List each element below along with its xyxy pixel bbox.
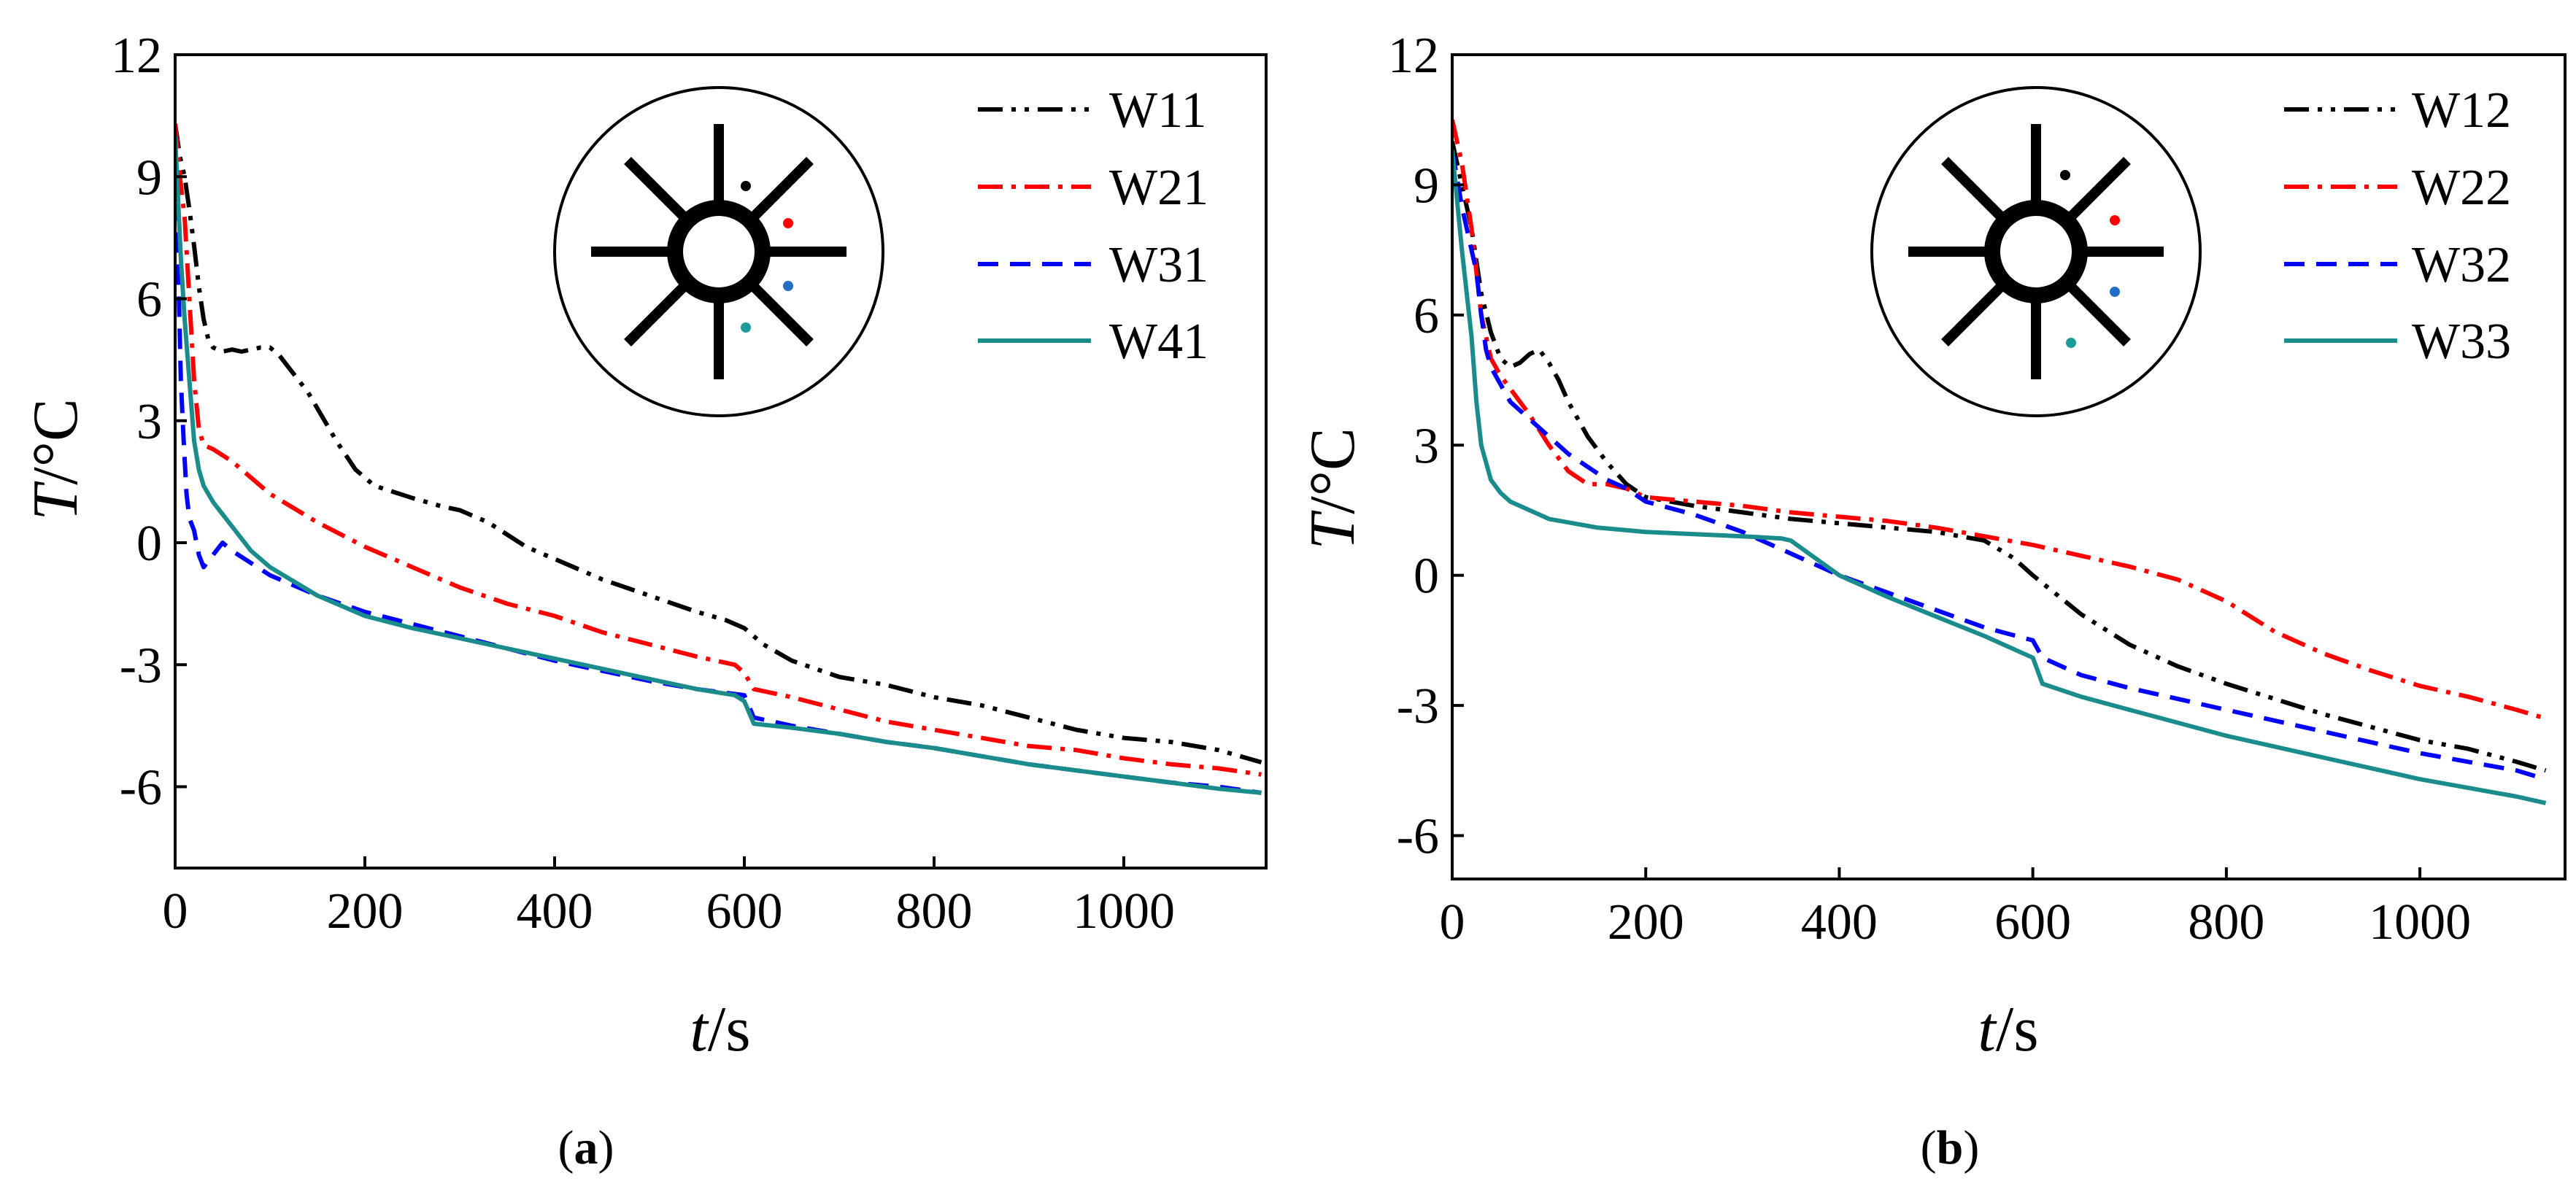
panel-caption-a: (a) bbox=[558, 1121, 614, 1174]
series-line-W21 bbox=[175, 123, 1262, 777]
inset-fins bbox=[591, 124, 847, 379]
x-axis-label: t/s bbox=[1978, 994, 2038, 1065]
plot-frame bbox=[174, 53, 1268, 870]
panel-caption-b: (b) bbox=[1921, 1121, 1980, 1174]
legend-label-W41: W41 bbox=[1109, 314, 1208, 370]
series-line-W12 bbox=[1452, 141, 2547, 773]
x-tick-label: 0 bbox=[163, 883, 188, 940]
point-W32 bbox=[2110, 287, 2120, 297]
legend-b: W12 W22 W32 W33 bbox=[2284, 82, 2511, 370]
series-layer-a bbox=[175, 123, 1262, 795]
x-tick-label: 800 bbox=[2188, 894, 2264, 950]
point-W12 bbox=[2060, 170, 2070, 180]
tick-labels-b: 0 200 400 600 800 1000 -6 -3 0 3 6 9 12 bbox=[1388, 28, 2471, 950]
point-W31 bbox=[783, 281, 793, 291]
x-tick-label: 800 bbox=[896, 883, 973, 940]
y-tick-label: 6 bbox=[136, 272, 162, 328]
y-tick-label: -6 bbox=[1397, 809, 1439, 865]
y-tick-label: 12 bbox=[1388, 28, 1439, 84]
plot-frame bbox=[1451, 53, 2567, 880]
inset-cross-section bbox=[1870, 86, 2202, 417]
y-tick-label: -3 bbox=[1397, 678, 1439, 735]
y-tick-label: -6 bbox=[120, 760, 162, 816]
point-W22 bbox=[2110, 215, 2120, 225]
x-tick-label: 1000 bbox=[1073, 883, 1175, 940]
ticks-a bbox=[174, 53, 1125, 868]
legend-label-W22: W22 bbox=[2412, 160, 2511, 216]
legend-label-W12: W12 bbox=[2412, 82, 2511, 139]
inset-cross-section bbox=[553, 86, 884, 417]
x-tick-label: 400 bbox=[1801, 894, 1878, 950]
y-tick-label: -3 bbox=[120, 638, 162, 694]
legend-label-W11: W11 bbox=[1109, 82, 1206, 139]
panel-a: 0 200 400 600 800 1000 -6 -3 0 3 6 9 12 T/°C t/s bbox=[20, 28, 1268, 1174]
inset-fins bbox=[1908, 124, 2164, 379]
x-tick-label: 600 bbox=[706, 883, 783, 940]
series-line-W33 bbox=[1452, 150, 2547, 805]
x-tick-label: 1000 bbox=[2369, 894, 2471, 950]
series-line-W41 bbox=[175, 136, 1262, 795]
x-tick-label: 600 bbox=[1994, 894, 2071, 950]
y-tick-label: 9 bbox=[1414, 158, 1439, 214]
legend-label-W33: W33 bbox=[2412, 314, 2511, 370]
y-tick-label: 3 bbox=[136, 394, 162, 450]
x-tick-label: 200 bbox=[1608, 894, 1684, 950]
series-line-W32 bbox=[1452, 150, 2547, 782]
legend-label-W32: W32 bbox=[2412, 237, 2511, 293]
inset-tube bbox=[1984, 200, 2088, 303]
x-tick-label: 200 bbox=[327, 883, 404, 940]
legend-a: W11 W21 W31 W41 bbox=[978, 82, 1208, 370]
legend-label-W31: W31 bbox=[1109, 237, 1208, 293]
y-axis-label: T/°C bbox=[20, 398, 91, 520]
point-W21 bbox=[783, 218, 793, 228]
x-axis-label: t/s bbox=[690, 994, 750, 1065]
point-W41 bbox=[741, 322, 751, 333]
y-tick-label: 0 bbox=[1414, 549, 1439, 605]
series-layer-b bbox=[1452, 119, 2547, 805]
point-W33 bbox=[2066, 338, 2076, 348]
series-line-W11 bbox=[175, 123, 1262, 764]
y-tick-label: 6 bbox=[1414, 288, 1439, 344]
y-tick-label: 9 bbox=[136, 150, 162, 206]
x-tick-label: 0 bbox=[1440, 894, 1465, 950]
inset-tube bbox=[667, 200, 771, 303]
tick-labels-a: 0 200 400 600 800 1000 -6 -3 0 3 6 9 12 bbox=[111, 28, 1175, 940]
y-tick-label: 3 bbox=[1414, 418, 1439, 474]
series-line-W22 bbox=[1452, 119, 2547, 721]
panel-b: 0 200 400 600 800 1000 -6 -3 0 3 6 9 12 T/°C t/s bbox=[1297, 28, 2567, 1174]
x-tick-label: 400 bbox=[517, 883, 593, 940]
y-axis-label: T/°C bbox=[1297, 427, 1368, 549]
y-tick-label: 12 bbox=[111, 28, 162, 84]
ticks-b bbox=[1451, 53, 2422, 879]
y-tick-label: 0 bbox=[136, 516, 162, 572]
legend-label-W21: W21 bbox=[1109, 160, 1208, 216]
point-W11 bbox=[741, 181, 751, 191]
